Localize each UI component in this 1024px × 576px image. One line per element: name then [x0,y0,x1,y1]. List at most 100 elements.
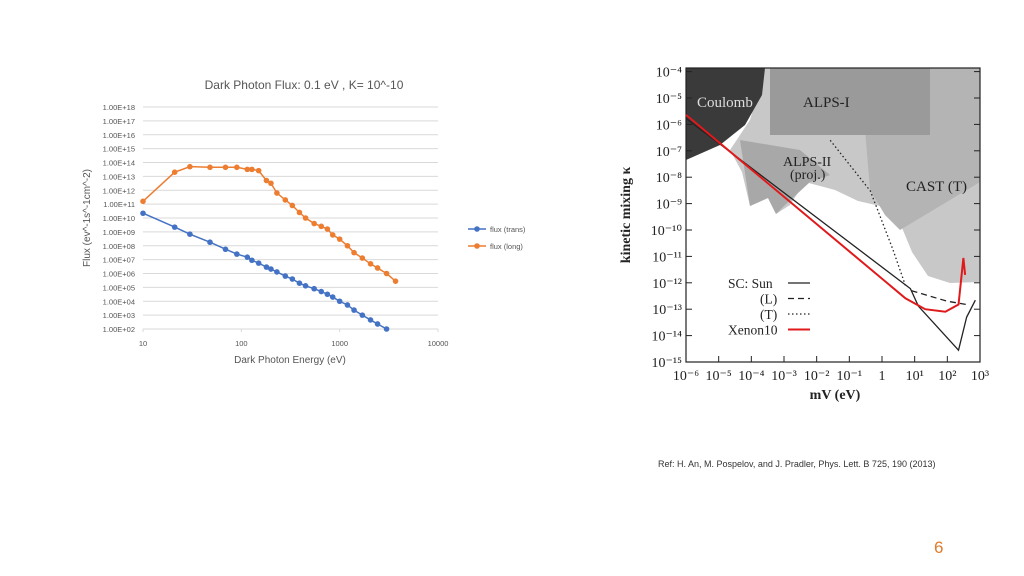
data-point [383,270,390,277]
x-tick-label: 10⁻³ [771,369,797,384]
data-point [274,190,280,196]
y-tick-label: 1.00E+12 [103,186,135,195]
y-tick-label: 10⁻⁵ [656,92,682,107]
x-axis-label: Dark Photon Energy (eV) [234,355,346,366]
x-axis-label: mV (eV) [810,388,861,403]
data-point [359,312,366,318]
series-line [142,212,387,330]
y-tick-label: 1.00E+03 [103,311,135,320]
y-tick-label: 10⁻¹¹ [652,250,682,265]
y-tick-label: 1.00E+06 [103,270,135,279]
coulomb-region [686,68,765,160]
data-point [344,302,351,308]
data-point [282,197,289,203]
x-tick-label: 10² [938,369,956,384]
x-tick-label: 1 [879,369,886,384]
data-point [244,254,251,260]
y-tick-label: 1.00E+16 [103,131,135,140]
x-tick-label: 100 [235,339,248,348]
annotation: ALPS-I [803,95,850,111]
data-point [336,236,343,242]
data-point [187,231,193,237]
chart-title: Dark Photon Flux: 0.1 eV , K= 10^-10 [205,78,404,92]
y-tick-label: 10⁻¹⁰ [651,224,683,239]
x-tick-label: 10 [139,339,147,348]
x-tick-label: 10⁻² [804,369,830,384]
annotation: CAST (T) [906,179,967,195]
y-tick-label: 10⁻¹⁴ [652,330,683,345]
data-point [329,232,336,238]
y-axis-label: Flux (ev^-1s^-1cm^-2) [82,169,93,267]
x-tick-label: 10³ [971,369,989,384]
data-point [249,166,255,173]
y-tick-label: 1.00E+11 [103,200,135,209]
y-tick-label: 1.00E+05 [103,283,135,292]
data-point [255,260,262,266]
data-point [255,167,262,174]
y-tick-label: 1.00E+15 [103,145,135,154]
legend-label: Xenon10 [728,323,778,338]
annotation: ALPS-II [783,155,832,170]
data-point [222,246,229,253]
data-point [336,298,343,305]
alps-i-region [770,68,930,135]
data-point [318,288,325,295]
series-line [685,114,967,313]
data-point [383,326,390,332]
y-tick-label: 1.00E+04 [103,297,135,306]
data-point [296,209,303,216]
y-tick-label: 1.00E+08 [103,242,135,251]
x-tick-label: 10⁻⁶ [673,369,699,384]
data-point [222,164,229,171]
y-tick-label: 10⁻¹⁵ [652,356,683,371]
plot-frame [685,67,981,363]
data-point [302,282,309,289]
page-number: 6 [934,538,944,557]
x-tick-label: 10¹ [906,369,924,384]
data-point [344,242,351,249]
y-tick-label: 1.00E+10 [103,214,135,223]
y-tick-label: 1.00E+18 [103,103,135,112]
y-tick-label: 1.00E+14 [103,159,135,168]
data-point [374,265,381,271]
data-point [318,223,325,230]
data-point [274,269,280,275]
data-point [359,255,366,261]
y-tick-label: 10⁻⁶ [656,118,682,133]
data-point [367,317,374,323]
data-point [374,321,381,327]
data-point [187,163,193,170]
data-point [268,266,274,272]
data-point [207,164,213,171]
data-point [268,180,274,187]
x-tick-label: 1000 [331,339,348,348]
series-line [829,139,907,286]
x-tick-label: 10⁻⁵ [706,369,732,384]
data-point [392,278,399,284]
annotation: (proj.) [790,168,826,183]
data-point [351,249,357,256]
y-tick-label: 10⁻⁸ [656,171,682,186]
figure: kinetic mixing κ mV (eV) 10⁻¹⁵ 10⁻¹⁴ 10⁻¹³… [619,66,989,403]
series-line [911,290,968,306]
y-tick-label: 10⁻¹² [652,277,682,292]
x-tick-label: 10⁻⁴ [738,369,764,384]
data-point [302,215,309,221]
x-tick-label: 10⁻¹ [837,369,863,384]
y-tick-label: 1.00E+07 [103,256,135,265]
legend-label: flux (trans) [490,225,526,234]
data-point [311,285,317,292]
data-point [263,264,270,270]
data-point [171,224,178,230]
y-tick-label: 1.00E+09 [103,228,135,237]
data-point [282,273,289,279]
data-point [324,226,331,232]
data-point [234,251,240,257]
series-line [142,165,397,282]
legend-marker [474,243,480,249]
reference: Ref: H. An, M. Pospelov, and J. Pradler,… [658,459,936,469]
y-tick-label: 10⁻⁹ [656,198,682,213]
y-tick-label: 1.00E+02 [103,325,135,334]
